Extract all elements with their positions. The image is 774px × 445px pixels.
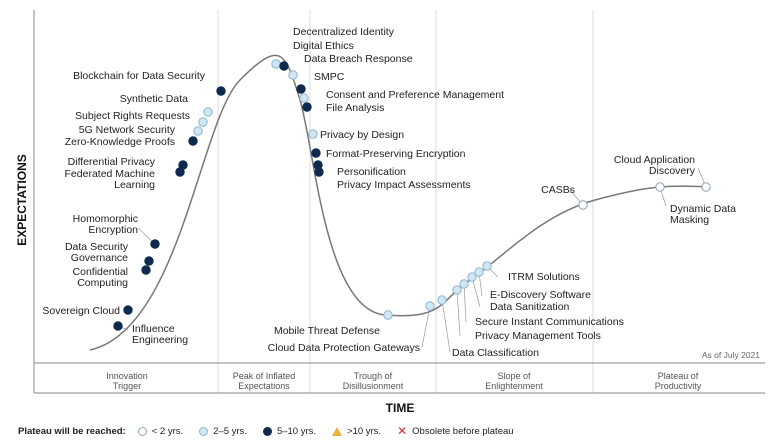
axes — [33, 10, 765, 394]
marker-consent-and-preference-management — [299, 93, 309, 103]
label-privacy-management-tools: Privacy Management Tools — [475, 330, 601, 342]
circle-light-blue-icon — [199, 426, 209, 436]
legend-item: 5–10 yrs. — [262, 426, 316, 437]
label-secure-instant-communications: Secure Instant Communications — [475, 316, 624, 328]
label-data-security-governance: Data Security Governance — [65, 241, 129, 264]
label-federated-machine-learning: Federated Machine Learning — [65, 168, 156, 191]
leader-line-data-sanitization — [471, 276, 481, 308]
marker-casbs — [578, 200, 588, 210]
marker-5g-network-security — [193, 126, 203, 136]
label-data-sanitization: Data Sanitization — [490, 301, 570, 313]
label-consent-and-preference-management: Consent and Preference Management — [326, 89, 504, 101]
marker-data-sanitization — [467, 272, 477, 282]
marker-e-discovery-software — [474, 267, 484, 277]
label-differential-privacy: Differential Privacy — [68, 156, 156, 168]
label-itrm-solutions: ITRM Solutions — [508, 271, 580, 283]
leader-line-data-classification — [441, 299, 451, 353]
label-homomorphic-encryption: Homomorphic Encryption — [73, 213, 139, 236]
legend: Plateau will be reached: < 2 yrs. 2–5 yr… — [18, 422, 530, 440]
marker-cloud-data-protection-gateways — [425, 301, 435, 311]
marker-cloud-application-discovery — [701, 182, 711, 192]
marker-privacy-impact-assessments — [314, 167, 324, 177]
marker-differential-privacy — [178, 160, 188, 170]
circle-dark-navy-icon — [262, 426, 272, 436]
marker-dynamic-data-masking — [655, 182, 665, 192]
marker-influence-engineering — [113, 321, 123, 331]
marker-decentralized-identity — [271, 59, 281, 69]
legend-item: < 2 yrs. — [137, 426, 183, 437]
label-subject-rights-requests: Subject Rights Requests — [75, 110, 190, 122]
marker-file-analysis — [302, 102, 312, 112]
hype-curve — [89, 54, 711, 351]
legend-item: 2–5 yrs. — [199, 426, 247, 437]
label-e-discovery-software: E-Discovery Software — [490, 289, 591, 301]
hype-cycle-diagram: EXPECTATIONS TIME As of July 2021 Innova… — [15, 10, 765, 415]
marker-privacy-by-design — [308, 129, 318, 139]
marker-privacy-management-tools — [452, 285, 462, 295]
marker-smpc — [296, 84, 306, 94]
marker-blockchain-for-data-security — [216, 86, 226, 96]
label-cloud-data-protection-gateways: Cloud Data Protection Gateways — [268, 342, 420, 354]
label-influence-engineering: Influence Engineering — [132, 323, 188, 346]
marker-confidential-computing — [141, 265, 151, 275]
marker-data-classification — [437, 295, 447, 305]
label-5g-network-security: 5G Network Security — [79, 124, 176, 136]
label-personification: Personification — [337, 166, 406, 178]
phase-label: Trough of Disillusionment — [343, 371, 404, 391]
label-mobile-threat-defense: Mobile Threat Defense — [274, 325, 380, 337]
marker-mobile-threat-defense — [383, 310, 393, 320]
label-dynamic-data-masking: Dynamic Data Masking — [670, 203, 736, 226]
y-axis-title: EXPECTATIONS — [15, 154, 29, 246]
technology-markers: Influence Engineering Sovereign Cloud Confi… — [42, 26, 736, 359]
marker-synthetic-data — [203, 107, 213, 117]
marker-digital-ethics — [279, 61, 289, 71]
phase-label: Peak of Inflated Expectations — [233, 371, 296, 391]
marker-data-breach-response — [288, 70, 298, 80]
marker-secure-instant-communications — [459, 279, 469, 289]
legend-item: >10 yrs. — [332, 426, 381, 437]
phase-label: Slope of Enlightenment — [485, 371, 543, 391]
label-sovereign-cloud: Sovereign Cloud — [42, 305, 120, 317]
phase-labels: Innovation Trigger Peak of Inflated Expect… — [106, 371, 702, 391]
legend-title: Plateau will be reached: — [18, 425, 126, 437]
phase-label: Plateau of Productivity — [655, 371, 702, 391]
leader-line-privacy-management-tools — [456, 289, 461, 337]
label-smpc: SMPC — [314, 71, 345, 83]
label-digital-ethics: Digital Ethics — [293, 40, 354, 52]
leader-line-secure-instant-communications — [463, 283, 467, 323]
label-confidential-computing: Confidential Computing — [73, 266, 129, 289]
circle-white-icon — [137, 426, 147, 436]
phase-dividers — [217, 10, 594, 393]
marker-subject-rights-requests — [198, 117, 208, 127]
label-synthetic-data: Synthetic Data — [120, 93, 188, 105]
label-casbs: CASBs — [541, 184, 575, 196]
marker-format-preserving-encryption — [311, 148, 321, 158]
as-of-date: As of July 2021 — [702, 350, 760, 360]
x-axis-title: TIME — [386, 401, 415, 415]
leader-line-cloud-data-protection-gateways — [421, 305, 431, 348]
legend-item: ✕ Obsolete before plateau — [397, 423, 514, 438]
marker-homomorphic-encryption — [150, 239, 160, 249]
label-decentralized-identity: Decentralized Identity — [293, 26, 395, 38]
label-privacy-by-design: Privacy by Design — [320, 129, 404, 141]
marker-sovereign-cloud — [123, 305, 133, 315]
label-file-analysis: File Analysis — [326, 102, 384, 114]
label-blockchain-for-data-security: Blockchain for Data Security — [73, 70, 206, 82]
marker-zero-knowledge-proofs — [188, 136, 198, 146]
marker-data-security-governance — [144, 256, 154, 266]
label-data-classification: Data Classification — [452, 347, 539, 359]
label-format-preserving-encryption: Format-Preserving Encryption — [326, 148, 466, 160]
label-data-breach-response: Data Breach Response — [304, 53, 413, 65]
label-cloud-application-discovery: Cloud Application Discovery — [614, 154, 696, 177]
triangle-gold-icon — [332, 426, 343, 436]
x-red-icon: ✕ — [397, 423, 408, 438]
label-privacy-impact-assessments: Privacy Impact Assessments — [337, 179, 471, 191]
label-zero-knowledge-proofs: Zero-Knowledge Proofs — [65, 136, 175, 148]
marker-itrm-solutions — [482, 261, 492, 271]
phase-label: Innovation Trigger — [106, 371, 148, 391]
